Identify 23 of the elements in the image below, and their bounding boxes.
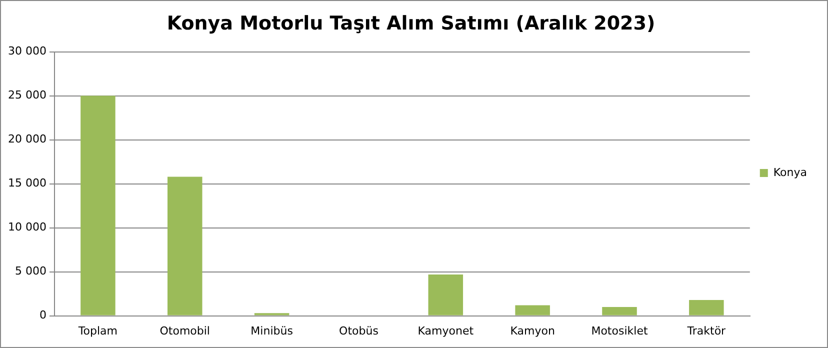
chart-title: Konya Motorlu Taşıt Alım Satımı (Aralık 2023) [166, 12, 656, 34]
x-tick-label: Toplam [77, 324, 118, 338]
y-tick-label: 15 000 [8, 176, 46, 190]
y-tick-label: 0 [39, 308, 46, 322]
bar [602, 307, 637, 316]
y-tick-label: 30 000 [8, 44, 46, 58]
bar [167, 176, 202, 316]
x-tick-label: Traktör [686, 324, 726, 338]
y-tick-label: 5 000 [14, 264, 46, 278]
bar [515, 305, 550, 316]
bar [428, 274, 464, 316]
y-tick-label: 20 000 [8, 132, 46, 146]
bar [689, 300, 724, 316]
x-tick-label: Motosiklet [591, 324, 648, 338]
y-tick-label: 10 000 [8, 220, 46, 234]
x-tick-label: Kamyon [510, 324, 555, 338]
x-tick-label: Otomobil [160, 324, 210, 338]
x-tick-label: Kamyonet [418, 324, 474, 338]
bar [80, 96, 116, 316]
x-tick-label: Otobüs [339, 324, 379, 338]
legend-label: Konya [773, 166, 808, 179]
y-tick-label: 25 000 [8, 88, 46, 102]
x-tick-label: Minibüs [250, 324, 294, 338]
